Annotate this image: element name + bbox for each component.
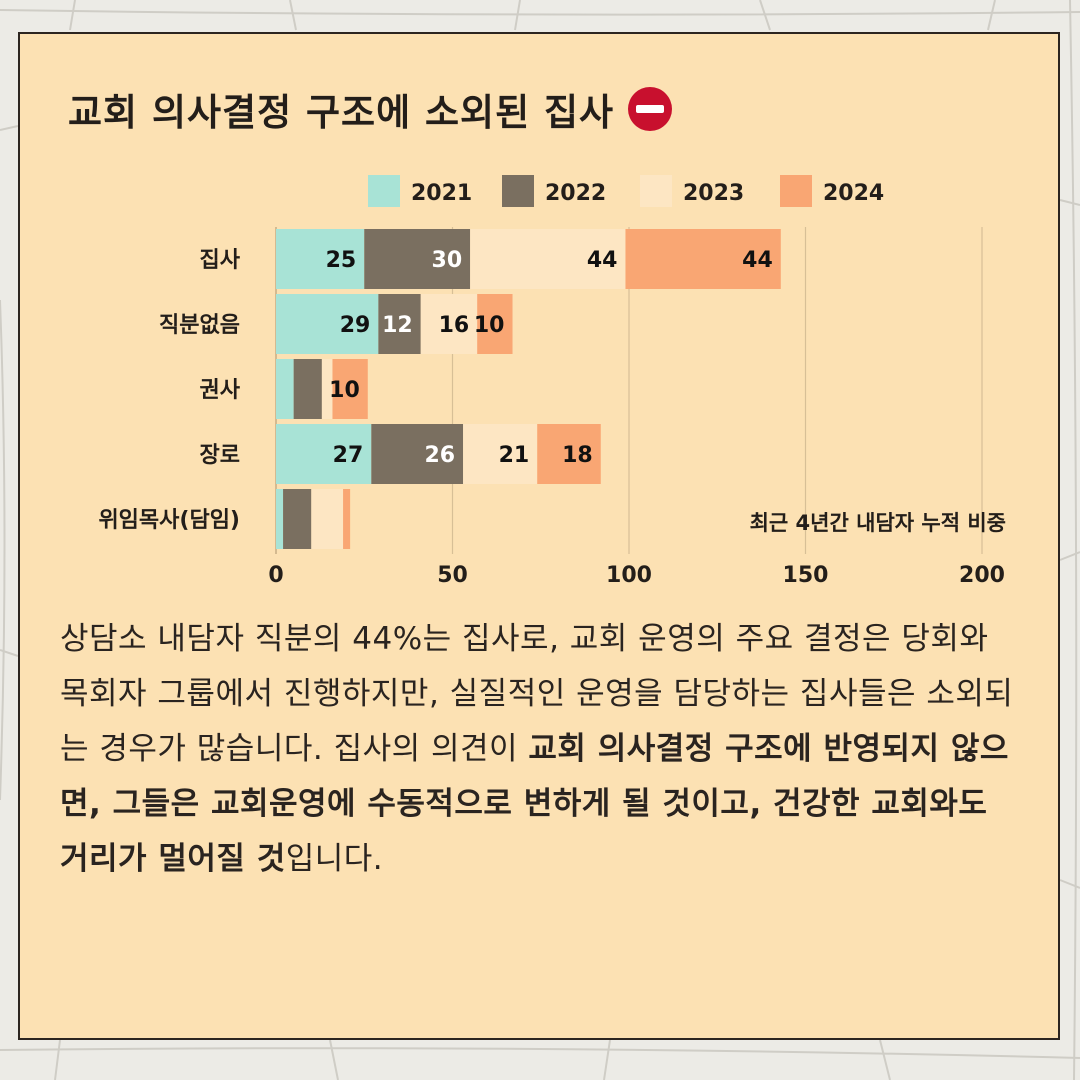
legend-label-2023: 2023 — [683, 181, 744, 206]
bar-segment — [463, 424, 538, 484]
data-label: 30 — [432, 248, 463, 273]
data-label: 29 — [340, 313, 371, 338]
bar-segment — [378, 294, 421, 354]
bar-segment — [311, 489, 344, 549]
bar-segment — [371, 424, 464, 484]
data-label: 44 — [587, 248, 618, 273]
paragraph-emphasis: 교회 의사결정 구조에 반영되지 않으면, 그들은 교회운영에 수동적으로 변하… — [60, 731, 1009, 877]
data-label: 12 — [382, 313, 413, 338]
bar-segment — [332, 359, 368, 419]
data-label: 10 — [329, 378, 360, 403]
data-label: 10 — [474, 313, 505, 338]
data-label: 16 — [439, 313, 470, 338]
legend-label-2024: 2024 — [823, 181, 884, 206]
x-tick-label: 100 — [606, 563, 652, 588]
bar-segment — [276, 359, 294, 419]
bar-segment — [276, 294, 379, 354]
legend-label-2022: 2022 — [545, 181, 606, 206]
bar-segment — [364, 229, 471, 289]
legend-label-2021: 2021 — [411, 181, 472, 206]
paragraph-text-2: 입니다. — [285, 841, 384, 877]
x-tick-label: 150 — [783, 563, 829, 588]
x-tick-label: 200 — [959, 563, 1005, 588]
data-label: 26 — [424, 443, 455, 468]
category-label: 장로 — [200, 443, 240, 468]
paragraph-text-1: 상담소 내담자 직분의 44%는 집사로, 교회 운영의 주요 결정은 당회와 … — [60, 621, 1014, 767]
bar-segment — [293, 359, 322, 419]
x-tick-label: 50 — [437, 563, 468, 588]
body-paragraph: 상담소 내담자 직분의 44%는 집사로, 교회 운영의 주요 결정은 당회와 … — [60, 612, 1020, 887]
no-entry-icon — [628, 87, 673, 131]
bar-segment — [276, 489, 284, 549]
legend-swatch-2024 — [780, 175, 812, 207]
title-text: 교회 의사결정 구조에 소외된 집사 — [68, 91, 615, 134]
data-label: 21 — [499, 443, 530, 468]
card: 교회 의사결정 구조에 소외된 집사 0 50 100 150 200 2021 2022 2… — [18, 32, 1060, 1040]
bar-segment — [537, 424, 601, 484]
category-label: 직분없음 — [159, 313, 240, 338]
bar-segment — [420, 294, 478, 354]
category-label: 권사 — [200, 378, 241, 403]
bar-segment — [343, 489, 351, 549]
legend-swatch-2021 — [368, 175, 400, 207]
x-tick-label: 0 — [268, 563, 283, 588]
bar-segment — [477, 294, 513, 354]
data-label: 25 — [326, 248, 357, 273]
data-label: 44 — [742, 248, 773, 273]
data-label: 18 — [562, 443, 593, 468]
legend-swatch-2023 — [640, 175, 672, 207]
bar-segment — [625, 229, 781, 289]
data-label: 27 — [333, 443, 364, 468]
legend-swatch-2022 — [502, 175, 534, 207]
stacked-bar-chart: 0 50 100 150 200 2021 2022 2023 2024 집사 25 30 44 44 직분… — [98, 175, 1006, 588]
bar-segment — [283, 489, 312, 549]
bar-segment — [321, 359, 333, 419]
bar-segment — [276, 424, 372, 484]
chart-annotation: 최근 4년간 내담자 누적 비중 — [750, 511, 1006, 535]
category-label: 집사 — [200, 248, 241, 273]
page-title: 교회 의사결정 구조에 소외된 집사 — [68, 82, 673, 136]
bar-segment — [276, 229, 365, 289]
bar-segment — [470, 229, 626, 289]
category-label: 위임목사(담임) — [98, 508, 240, 533]
